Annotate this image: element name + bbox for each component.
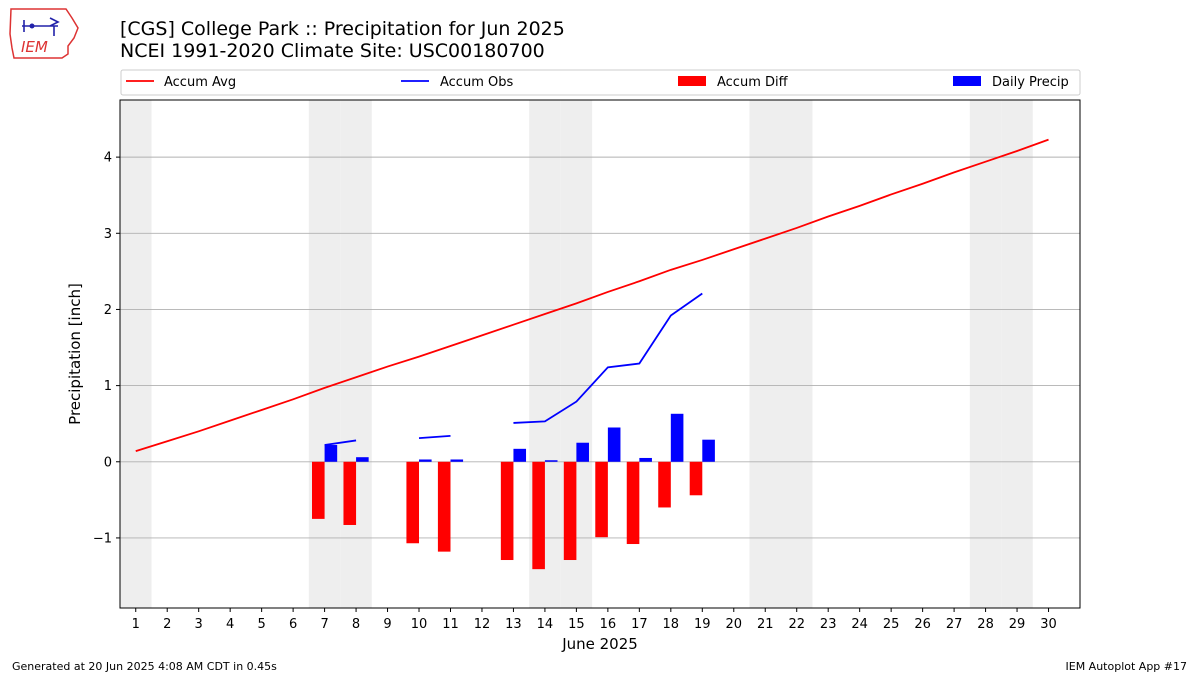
- x-tick-label: 5: [257, 617, 265, 632]
- legend-label-accum-avg: Accum Avg: [164, 75, 236, 90]
- x-tick-label: 3: [195, 617, 203, 632]
- x-tick-label: 23: [820, 617, 837, 632]
- iowa-state-outline-icon: [9, 8, 79, 59]
- legend-label-accum-obs: Accum Obs: [440, 75, 513, 90]
- weekend-shade: [120, 100, 152, 608]
- accum-diff-bar: [406, 461, 420, 544]
- y-tick-label: 1: [104, 379, 112, 394]
- x-tick-label: 10: [411, 617, 428, 632]
- x-tick-label: 30: [1040, 617, 1057, 632]
- x-tick-label: 8: [352, 617, 360, 632]
- x-tick-label: 28: [977, 617, 994, 632]
- accum-diff-bar: [532, 461, 545, 570]
- x-tick-label: 6: [289, 617, 297, 632]
- daily-precip-bar: [639, 457, 652, 462]
- x-tick-label: 19: [694, 617, 711, 632]
- daily-precip-bar: [450, 459, 464, 462]
- chart-title: [CGS] College Park :: Precipitation for …: [120, 18, 565, 62]
- legend-label-daily-precip: Daily Precip: [992, 75, 1069, 90]
- x-tick-label: 25: [883, 617, 900, 632]
- y-tick-label: −1: [93, 531, 112, 546]
- x-tick-label: 16: [600, 617, 617, 632]
- x-tick-label: 13: [505, 617, 522, 632]
- x-tick-label: 17: [631, 617, 648, 632]
- bars: [312, 413, 715, 570]
- weekend-shade: [749, 100, 781, 608]
- title-line-2: NCEI 1991-2020 Climate Site: USC00180700: [120, 40, 545, 62]
- weekend-shade: [340, 100, 372, 608]
- x-tick-label: 9: [383, 617, 391, 632]
- accum-obs-line: [324, 439, 357, 446]
- x-tick-label: 14: [537, 617, 554, 632]
- x-tick-label: 7: [320, 617, 328, 632]
- x-tick-label: 27: [946, 617, 963, 632]
- y-tick-label: 2: [104, 303, 112, 318]
- x-tick-label: 2: [163, 617, 171, 632]
- accum-avg-line: [135, 138, 1049, 452]
- x-tick-label: 21: [757, 617, 774, 632]
- daily-precip-bar: [576, 442, 589, 462]
- daily-precip-bar: [513, 448, 527, 462]
- legend: Accum Avg Accum Obs Accum Diff Daily Pre…: [120, 69, 1081, 96]
- accum-diff-bar: [343, 461, 357, 525]
- accum-diff-bar: [658, 461, 671, 508]
- daily-precip-bar: [544, 460, 558, 462]
- legend-swatch-accum-diff: [678, 76, 706, 86]
- accum-obs-line: [418, 434, 451, 440]
- y-tick-label: 3: [104, 227, 112, 242]
- accum-diff-bar: [500, 461, 514, 561]
- legend-swatch-daily-precip: [953, 76, 981, 86]
- weekend-shade: [969, 100, 1002, 608]
- weekend-shade: [780, 100, 813, 608]
- daily-precip-bar: [419, 459, 432, 462]
- daily-precip-bar: [324, 445, 338, 462]
- weekend-shade: [1001, 100, 1033, 608]
- x-tick-label: 24: [851, 617, 868, 632]
- y-axis: −1 0 1 2 3 4: [93, 151, 120, 546]
- legend-frame: [120, 69, 1081, 96]
- weekend-shading: [120, 100, 1033, 608]
- daily-precip-bar: [356, 457, 369, 462]
- x-tick-label: 18: [663, 617, 680, 632]
- x-tick-label: 15: [568, 617, 585, 632]
- weekend-shade: [308, 100, 341, 608]
- daily-precip-bar: [607, 427, 621, 462]
- lines: [135, 138, 1049, 452]
- daily-precip-bar: [670, 413, 684, 462]
- daily-precip-bar: [702, 439, 715, 462]
- x-tick-label: 1: [132, 617, 140, 632]
- x-tick-label: 4: [226, 617, 234, 632]
- plot-frame: [119, 99, 1081, 609]
- accum-diff-bar: [626, 461, 640, 545]
- y-tick-label: 4: [104, 151, 112, 166]
- accum-diff-bar: [595, 461, 608, 538]
- x-tick-label: 26: [914, 617, 931, 632]
- x-tick-label: 22: [788, 617, 805, 632]
- accum-diff-bar: [437, 461, 451, 552]
- y-axis-label: Precipitation [inch]: [66, 283, 84, 425]
- x-axis-label: June 2025: [561, 635, 638, 653]
- generated-timestamp: Generated at 20 Jun 2025 4:08 AM CDT in …: [12, 660, 277, 673]
- x-axis: 1 2 3 4 5 6 7 8 9 10 11 12 13 14 15 16 17 18 19 20 21 22 23 24 2…: [132, 608, 1057, 632]
- accum-obs-line: [513, 292, 703, 424]
- x-tick-label: 29: [1009, 617, 1026, 632]
- iem-logo: IEM: [9, 8, 79, 59]
- logo-text: IEM: [21, 38, 48, 56]
- accum-diff-bar: [312, 461, 325, 519]
- weather-vane-icon: [22, 17, 60, 36]
- accum-diff-bar: [563, 461, 577, 561]
- x-tick-label: 12: [474, 617, 491, 632]
- y-tick-label: 0: [104, 455, 112, 470]
- app-label: IEM Autoplot App #17: [1065, 660, 1188, 673]
- x-tick-label: 11: [442, 617, 459, 632]
- x-tick-label: 20: [725, 617, 742, 632]
- accum-diff-bar: [689, 461, 703, 496]
- legend-label-accum-diff: Accum Diff: [717, 75, 789, 90]
- title-line-1: [CGS] College Park :: Precipitation for …: [120, 18, 565, 40]
